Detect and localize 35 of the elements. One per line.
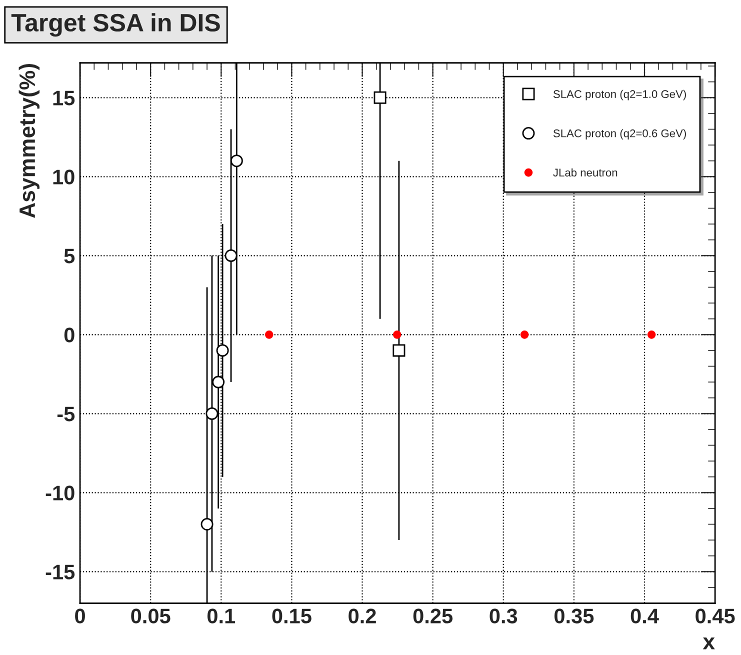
x-tick-label: 0.1 [207,608,236,624]
point [206,407,218,420]
point [647,330,656,339]
x-tick-label: 0.15 [272,608,312,624]
chart-title: Target SSA in DIS [11,13,220,37]
legend-label: JLab neutron [553,168,618,177]
x-tick-label: 0.25 [413,608,453,624]
y-tick-label: -15 [46,564,75,580]
x-tick-label: 0.35 [554,608,594,624]
point [216,344,229,357]
point [230,154,243,168]
x-tick-label: 0.3 [490,608,518,624]
legend-label: SLAC proton (q2=0.6 GeV) [553,129,686,140]
x-tick-label: 0 [75,608,85,624]
y-tick-label: 5 [64,248,75,264]
x-tick-label: 0.05 [131,608,170,624]
point [212,376,225,388]
point [264,330,274,339]
y-tick-label: -10 [46,486,74,500]
y-tick-label: 10 [53,170,74,184]
point [392,344,406,357]
x-tick-label: 0.45 [696,608,735,624]
x-tick-label: 0.2 [348,608,376,624]
y-tick-label: 15 [53,90,75,106]
point [520,330,529,339]
x-axis-title: x [702,637,715,650]
point [392,330,402,339]
point [374,91,386,104]
y-tick-label: 0 [64,328,74,342]
point [200,518,214,531]
legend-label: SLAC proton (q2=1.0 GeV) [553,90,686,100]
point [224,249,238,262]
x-tick-label: 0.4 [630,608,659,624]
y-axis-title: Asymmetry(%) [18,64,40,218]
y-tick-label: -5 [57,406,75,422]
